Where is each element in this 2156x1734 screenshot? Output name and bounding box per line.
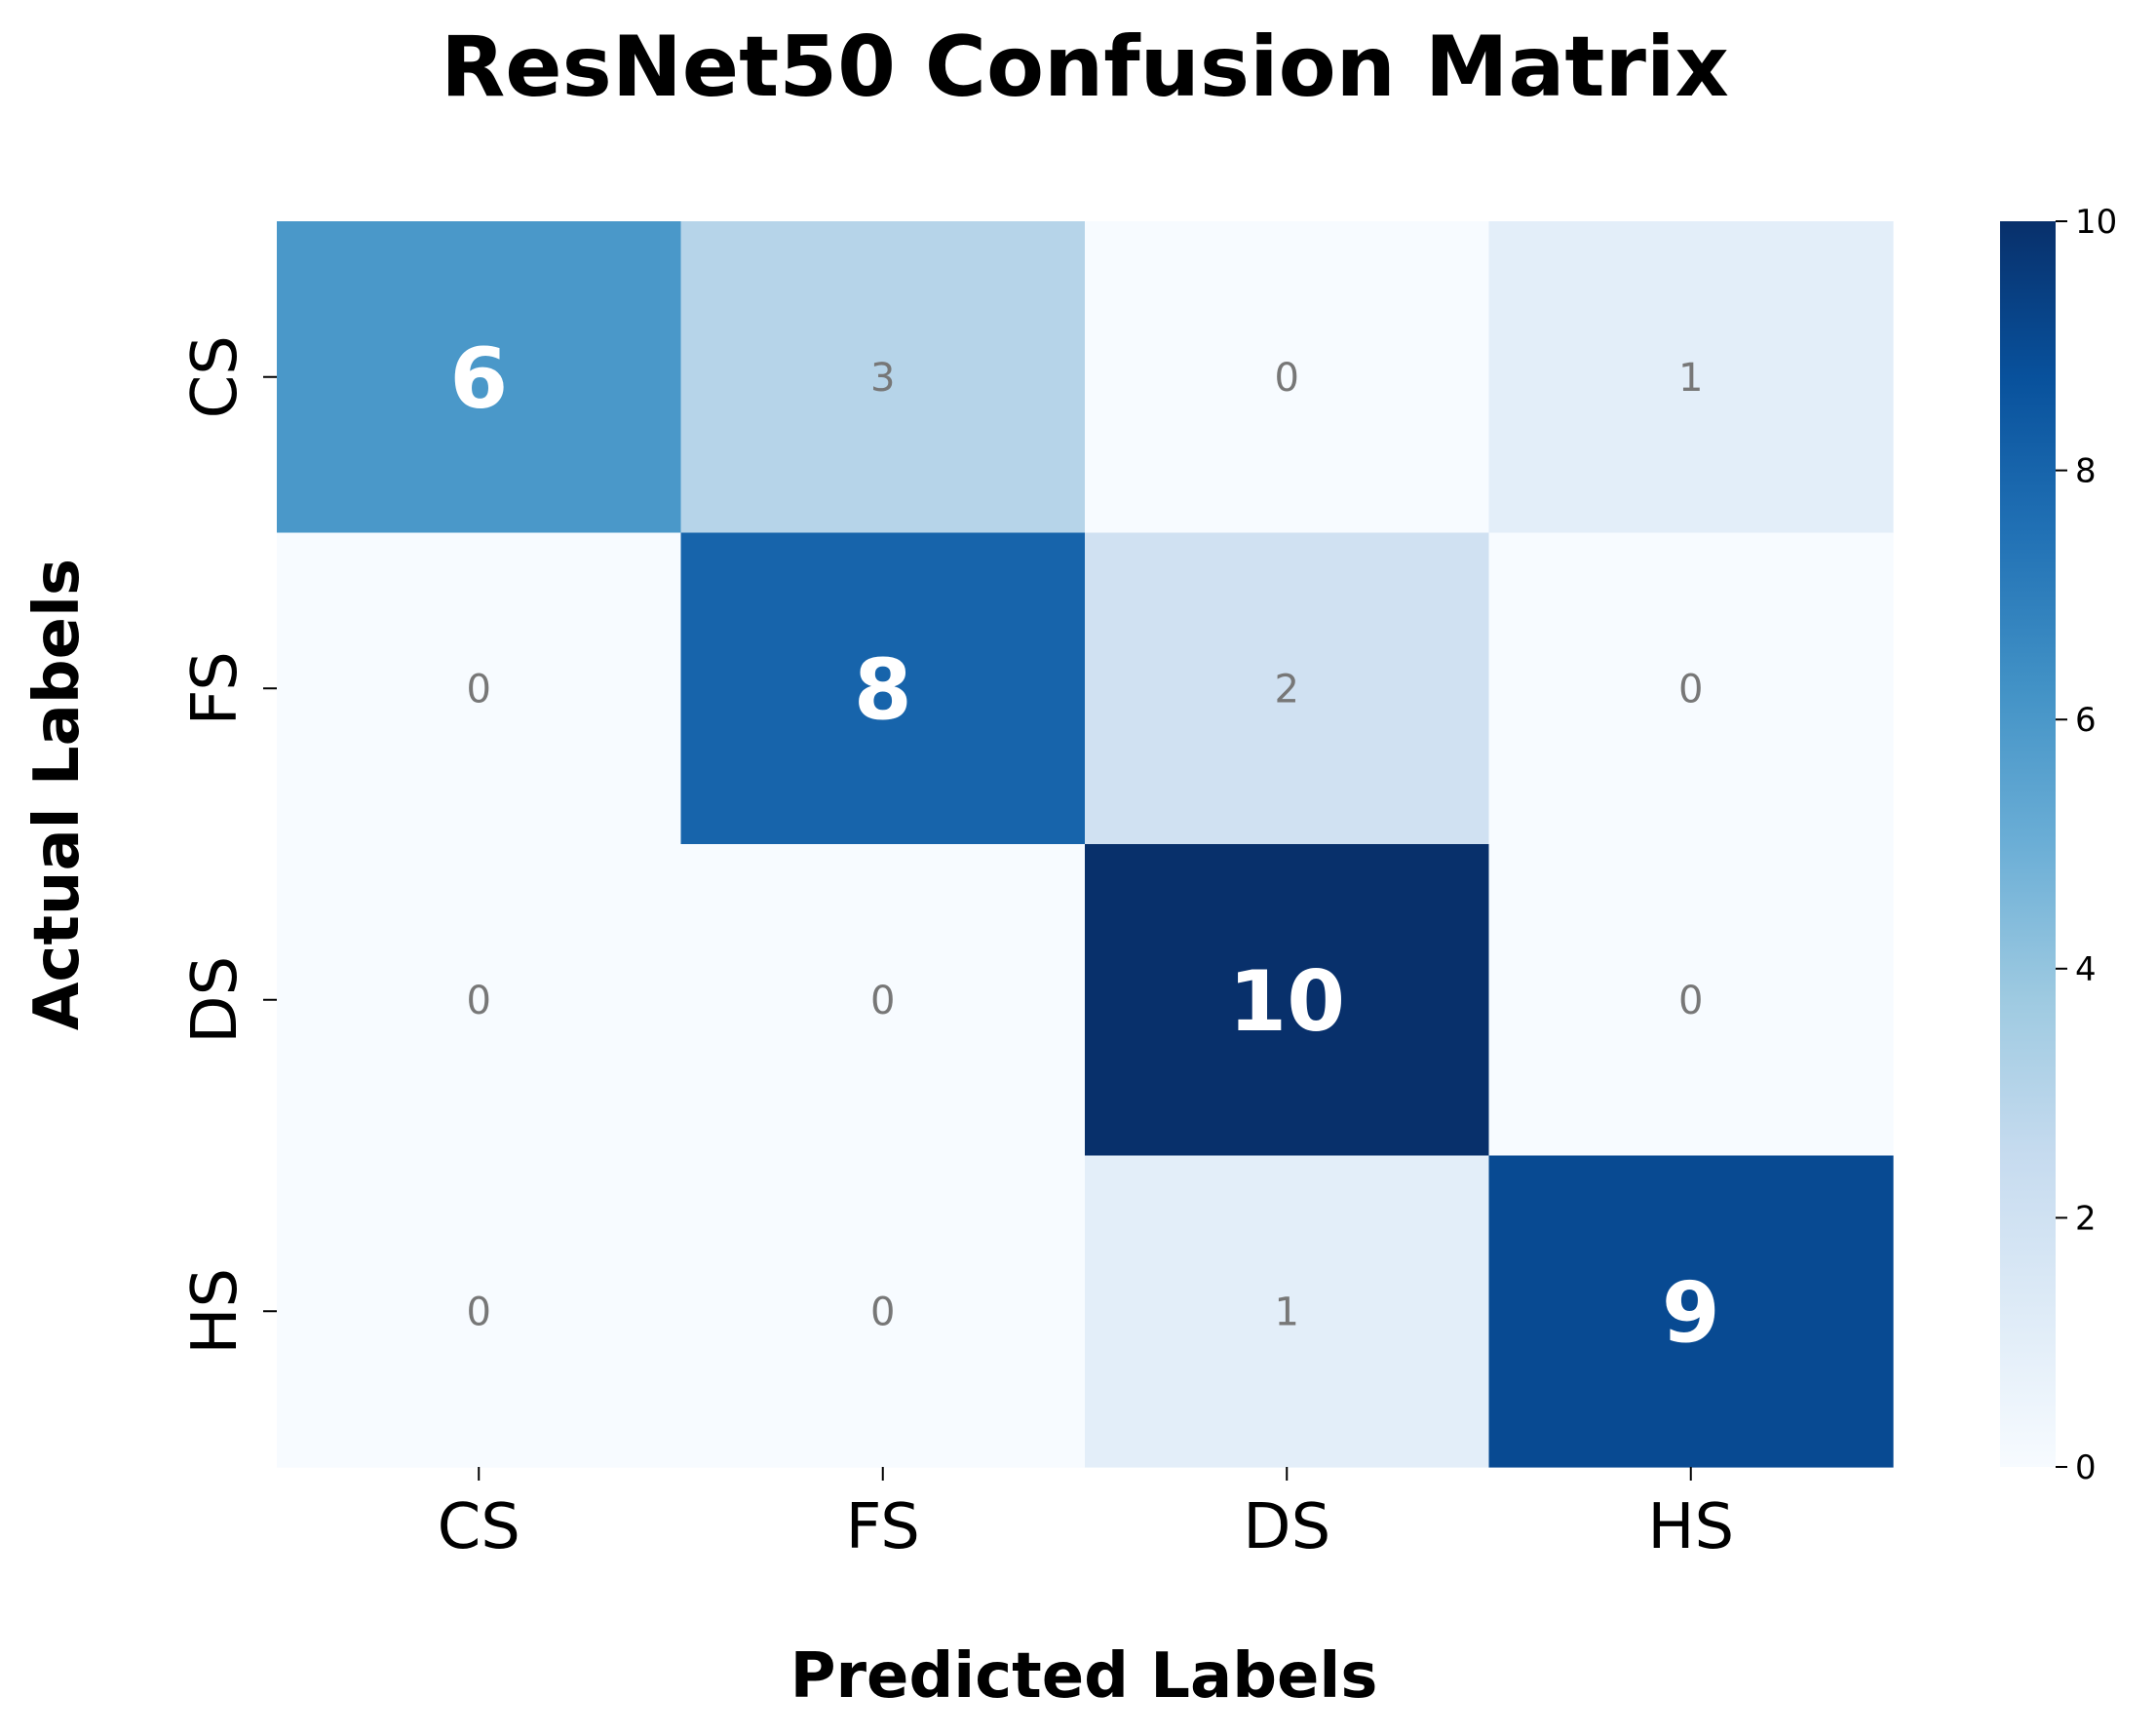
cell-value-label: 1 bbox=[1275, 1290, 1299, 1334]
y-tick-label: HS bbox=[179, 1268, 251, 1355]
heatmap-cell bbox=[680, 532, 1086, 845]
heatmap-cell-labels: 6 3 0 10 8 2 00 0 10 00 0 1 9 bbox=[449, 330, 1719, 1363]
heatmap-cell bbox=[277, 1155, 682, 1468]
heatmap-cell bbox=[1488, 221, 1894, 534]
cell-value-label: 6 bbox=[449, 330, 508, 428]
cell-value-label: 0 bbox=[1275, 356, 1299, 401]
cell-value-label: 0 bbox=[1678, 979, 1703, 1023]
heatmap-cell bbox=[1488, 844, 1894, 1157]
chart-title: ResNet50 Confusion Matrix bbox=[441, 19, 1729, 116]
cell-value-label: 2 bbox=[1275, 667, 1299, 712]
colorbar-tick-label: 10 bbox=[2075, 203, 2117, 242]
y-tick-label: CS bbox=[179, 335, 251, 418]
x-tick-label: HS bbox=[1647, 1491, 1734, 1563]
heatmap-cell bbox=[1085, 1155, 1490, 1468]
heatmap-cell bbox=[1085, 844, 1490, 1157]
y-axis-ticks: CS FS DS HS bbox=[179, 335, 277, 1355]
y-tick-label: FS bbox=[179, 651, 251, 725]
heatmap-cell bbox=[1488, 532, 1894, 845]
heatmap-cell bbox=[680, 1155, 1086, 1468]
heatmap-cell bbox=[277, 532, 682, 845]
colorbar-tick-label: 4 bbox=[2075, 950, 2097, 989]
x-tick-label: CS bbox=[438, 1491, 520, 1563]
heatmap-cell bbox=[277, 221, 682, 534]
heatmap-cells bbox=[277, 221, 1894, 1468]
y-tick-label: DS bbox=[179, 956, 251, 1044]
colorbar-tick-label: 6 bbox=[2075, 701, 2097, 740]
cell-value-label: 0 bbox=[870, 979, 895, 1023]
colorbar-ticks: 0 2 4 6 8 10 bbox=[2056, 203, 2117, 1487]
cell-value-label: 0 bbox=[467, 667, 491, 712]
cell-value-label: 0 bbox=[467, 1290, 491, 1334]
colorbar-tick-label: 2 bbox=[2075, 1199, 2097, 1238]
heatmap-cell bbox=[1488, 1155, 1894, 1468]
cell-value-label: 0 bbox=[870, 1290, 895, 1334]
heatmap-cell bbox=[1085, 532, 1490, 845]
cell-value-label: 3 bbox=[870, 356, 895, 401]
heatmap-cell bbox=[277, 844, 682, 1157]
x-tick-label: DS bbox=[1243, 1491, 1330, 1563]
colorbar-tick-label: 8 bbox=[2075, 452, 2097, 491]
x-axis-label: Predicted Labels bbox=[790, 1640, 1378, 1713]
colorbar bbox=[2000, 221, 2056, 1467]
heatmap-cell bbox=[680, 844, 1086, 1157]
heatmap-cell bbox=[680, 221, 1086, 534]
cell-value-label: 0 bbox=[467, 979, 491, 1023]
y-axis-label: Actual Labels bbox=[21, 559, 94, 1030]
cell-value-label: 1 bbox=[1678, 356, 1703, 401]
x-axis-ticks: CS FS DS HS bbox=[438, 1467, 1734, 1563]
colorbar-tick-label: 0 bbox=[2075, 1448, 2097, 1487]
cell-value-label: 10 bbox=[1228, 953, 1345, 1051]
cell-value-label: 8 bbox=[854, 641, 912, 739]
x-tick-label: FS bbox=[846, 1491, 920, 1563]
heatmap-cell bbox=[1085, 221, 1490, 534]
cell-value-label: 9 bbox=[1662, 1264, 1720, 1362]
cell-value-label: 0 bbox=[1678, 667, 1703, 712]
